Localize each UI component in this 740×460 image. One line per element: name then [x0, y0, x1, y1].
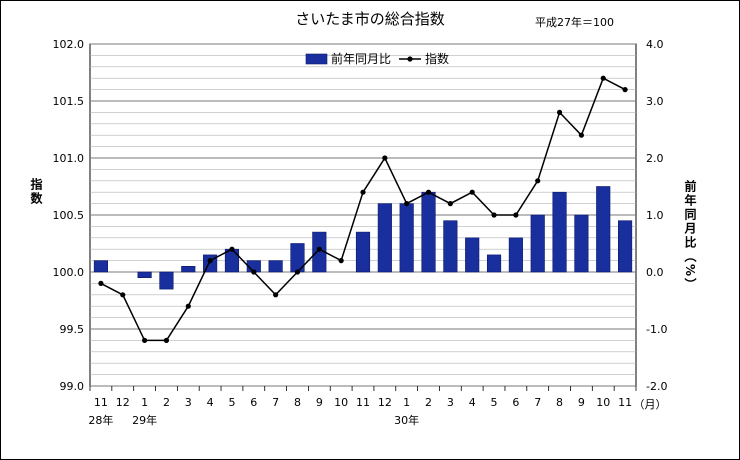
index-point	[316, 246, 322, 252]
right-tick-label: 1.0	[646, 209, 664, 222]
x-tick-label: 12	[378, 396, 392, 409]
left-tick-label: 99.0	[60, 380, 85, 393]
index-point	[338, 258, 344, 264]
x-tick-label: 7	[534, 396, 541, 409]
index-point	[447, 201, 453, 207]
left-tick-label: 101.0	[53, 152, 85, 165]
bar	[377, 203, 392, 273]
x-tick-label: 4	[207, 396, 214, 409]
index-point	[513, 212, 519, 218]
index-point	[142, 337, 148, 343]
x-tick-label: 9	[578, 396, 585, 409]
index-point	[425, 189, 432, 195]
index-point	[120, 292, 126, 298]
left-tick-label: 100.5	[53, 209, 85, 222]
right-tick-label: -1.0	[646, 323, 667, 336]
bar	[465, 237, 480, 273]
x-tick-label: 10	[334, 396, 348, 409]
bar	[159, 271, 174, 290]
left-tick-label: 101.5	[53, 95, 85, 108]
index-point	[600, 75, 606, 81]
year-label: 29年	[132, 413, 157, 427]
left-axis-label: 指数	[29, 178, 43, 206]
x-tick-label: 3	[185, 396, 192, 409]
right-tick-label: 4.0	[646, 38, 664, 51]
index-point	[622, 87, 628, 93]
x-tick-label: 8	[556, 396, 563, 409]
base-year-note: 平成27年＝100	[535, 16, 614, 29]
x-tick-label: 11	[94, 396, 108, 409]
x-tick-label: 11	[618, 396, 632, 409]
bar	[268, 260, 283, 273]
chart-title: さいたま市の総合指数	[295, 10, 445, 28]
bar	[552, 191, 567, 273]
x-tick-label: 2	[163, 396, 170, 409]
bar	[596, 186, 611, 273]
index-point	[404, 201, 410, 207]
x-tick-label: 12	[116, 396, 130, 409]
bar	[574, 214, 589, 273]
legend-line-label: 指数	[425, 51, 449, 66]
bar	[224, 248, 240, 273]
bar	[399, 203, 414, 273]
index-point	[360, 189, 366, 195]
bar	[486, 254, 502, 273]
index-point	[163, 337, 170, 343]
right-tick-label: 2.0	[646, 152, 664, 165]
bar	[137, 271, 152, 278]
year-label: 30年	[394, 413, 419, 427]
legend-bar-label: 前年同月比	[331, 51, 391, 66]
x-tick-label: 5	[228, 396, 235, 409]
bar	[530, 214, 545, 273]
index-point	[207, 258, 213, 264]
bar	[618, 220, 633, 273]
left-tick-label: 102.0	[53, 38, 85, 51]
index-point	[491, 212, 497, 218]
x-tick-label: 3	[447, 396, 454, 409]
x-tick-label: 4	[469, 396, 476, 409]
bar	[421, 191, 436, 273]
legend-bar-swatch	[305, 53, 328, 65]
left-tick-label: 99.5	[60, 323, 85, 336]
x-tick-label: 6	[512, 396, 519, 409]
index-point	[556, 109, 563, 115]
bar	[443, 220, 458, 273]
right-tick-label: 0.0	[646, 266, 664, 279]
bar	[93, 260, 108, 273]
x-tick-label: 1	[403, 396, 410, 409]
index-point	[273, 292, 279, 298]
x-tick-label: 10	[596, 396, 610, 409]
right-axis-label: 前年同月比（%）	[683, 180, 697, 293]
year-label: 28年	[88, 413, 113, 427]
right-tick-label: 3.0	[646, 95, 664, 108]
right-tick-label: -2.0	[646, 380, 667, 393]
x-tick-label: 11	[356, 396, 370, 409]
index-point	[578, 132, 585, 138]
index-point	[98, 280, 104, 286]
legend-line-marker	[407, 56, 413, 62]
x-tick-label: 5	[491, 396, 498, 409]
month-unit-label: （月）	[634, 398, 667, 411]
index-point	[535, 178, 541, 184]
x-tick-label: 2	[425, 396, 432, 409]
bar	[508, 237, 523, 273]
x-tick-label: 1	[141, 396, 148, 409]
index-point	[229, 246, 235, 252]
x-tick-label: 8	[294, 396, 301, 409]
index-point	[251, 269, 257, 275]
x-tick-label: 7	[272, 396, 279, 409]
index-point	[185, 303, 191, 309]
bar	[355, 231, 371, 273]
left-tick-label: 100.0	[53, 266, 85, 279]
x-tick-label: 6	[250, 396, 257, 409]
index-point	[382, 155, 388, 161]
index-point	[469, 189, 475, 195]
bar	[181, 265, 196, 273]
index-point	[294, 269, 301, 275]
x-tick-label: 9	[316, 396, 323, 409]
